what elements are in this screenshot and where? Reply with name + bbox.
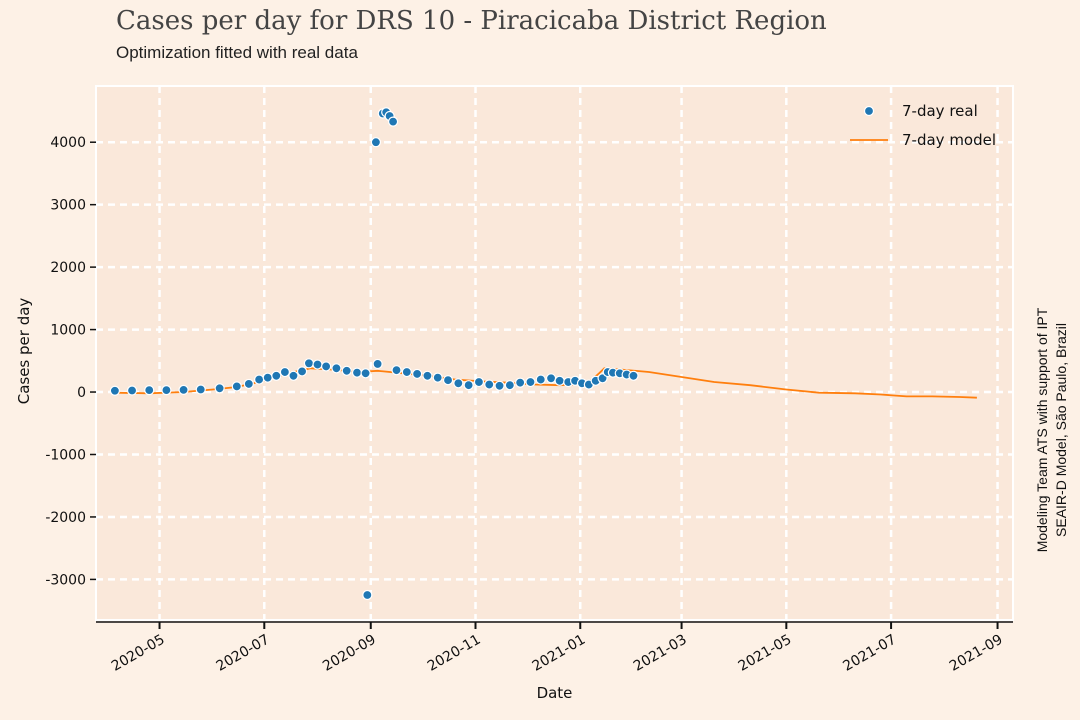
data-point-7-day-real bbox=[473, 376, 485, 388]
data-point-7-day-real bbox=[195, 384, 206, 395]
data-point-7-day-real bbox=[303, 358, 315, 369]
y-tick-label: -3000 bbox=[45, 572, 86, 588]
y-tick-label: 3000 bbox=[50, 198, 86, 214]
data-point-7-day-real bbox=[432, 372, 443, 383]
legend-marker-real bbox=[863, 105, 875, 117]
data-point-7-day-real bbox=[370, 137, 382, 148]
data-point-7-day-real bbox=[271, 370, 282, 381]
x-axis-title: Date bbox=[537, 684, 573, 702]
data-point-7-day-real bbox=[231, 381, 242, 392]
data-point-7-day-real bbox=[535, 374, 546, 385]
chart-title: Cases per day for DRS 10 - Piracicaba Di… bbox=[116, 6, 827, 36]
data-point-7-day-real bbox=[515, 377, 526, 388]
data-point-7-day-real bbox=[525, 376, 536, 388]
x-tick-label: 2021-01 bbox=[530, 632, 589, 675]
x-tick-label: 2020-11 bbox=[425, 632, 484, 675]
data-point-7-day-real bbox=[360, 368, 371, 379]
legend: 7-day real 7-day model bbox=[850, 102, 996, 149]
chart-subtitle: Optimization fitted with real data bbox=[116, 43, 358, 62]
y-tick-label: 0 bbox=[77, 385, 86, 401]
data-point-7-day-real bbox=[321, 361, 332, 372]
grid bbox=[96, 86, 1013, 620]
data-point-7-day-real bbox=[254, 374, 265, 385]
data-point-7-day-real bbox=[401, 366, 412, 378]
data-point-7-day-real bbox=[331, 363, 342, 374]
data-point-7-day-real bbox=[484, 379, 495, 390]
credit-line-1: Modeling Team ATS with support of IPT bbox=[1034, 307, 1050, 552]
data-point-7-day-real bbox=[628, 370, 639, 381]
data-point-7-day-real bbox=[312, 359, 323, 370]
plot-background bbox=[95, 85, 1014, 621]
data-point-7-day-real bbox=[243, 378, 254, 390]
x-tick-label: 2021-05 bbox=[736, 632, 795, 675]
credit-line-2: SEAIR-D Model, São Paulo, Brazil bbox=[1053, 323, 1069, 537]
y-tick-label: -2000 bbox=[45, 510, 86, 526]
data-point-7-day-real bbox=[288, 370, 299, 381]
x-tick-label: 2020-09 bbox=[320, 632, 379, 675]
y-tick-label: -1000 bbox=[45, 447, 86, 463]
x-tick-label: 2020-05 bbox=[109, 632, 168, 675]
data-point-7-day-real bbox=[109, 385, 120, 396]
data-point-7-day-real bbox=[126, 385, 138, 396]
data-point-7-day-real bbox=[554, 375, 565, 386]
data-point-7-day-real bbox=[463, 380, 474, 391]
data-point-7-day-real bbox=[144, 385, 155, 396]
y-tick-label: 1000 bbox=[50, 323, 86, 339]
data-point-7-day-real bbox=[387, 116, 399, 127]
data-point-7-day-real bbox=[262, 372, 273, 383]
data-point-7-day-real bbox=[296, 366, 308, 377]
real-layer bbox=[109, 107, 639, 601]
x-tick-label: 2021-03 bbox=[631, 632, 690, 675]
data-point-7-day-real bbox=[504, 380, 515, 391]
x-tick-label: 2021-09 bbox=[947, 632, 1006, 675]
legend-label-model: 7-day model bbox=[902, 131, 996, 149]
x-tick-label: 2020-07 bbox=[214, 632, 273, 675]
data-point-7-day-real bbox=[453, 378, 464, 389]
data-point-7-day-real bbox=[279, 366, 290, 378]
data-point-7-day-real bbox=[161, 385, 172, 396]
data-point-7-day-real bbox=[341, 365, 352, 376]
data-point-7-day-real bbox=[178, 384, 189, 395]
data-point-7-day-real bbox=[422, 370, 433, 381]
x-tick-label: 2021-07 bbox=[840, 632, 899, 675]
data-point-7-day-real bbox=[545, 373, 557, 384]
legend-label-real: 7-day real bbox=[902, 102, 978, 120]
data-point-7-day-real bbox=[372, 358, 383, 370]
y-tick-label: 2000 bbox=[50, 260, 86, 276]
y-tick-label: 4000 bbox=[50, 135, 86, 151]
data-point-7-day-real bbox=[351, 367, 363, 378]
data-point-7-day-real bbox=[412, 368, 423, 380]
data-point-7-day-real bbox=[442, 375, 454, 386]
data-point-7-day-real bbox=[214, 383, 225, 394]
plot-area bbox=[95, 85, 1014, 621]
data-point-7-day-real bbox=[362, 589, 373, 601]
data-point-7-day-real bbox=[494, 380, 505, 391]
y-axis-title: Cases per day bbox=[15, 298, 33, 405]
data-point-7-day-real bbox=[391, 365, 402, 376]
